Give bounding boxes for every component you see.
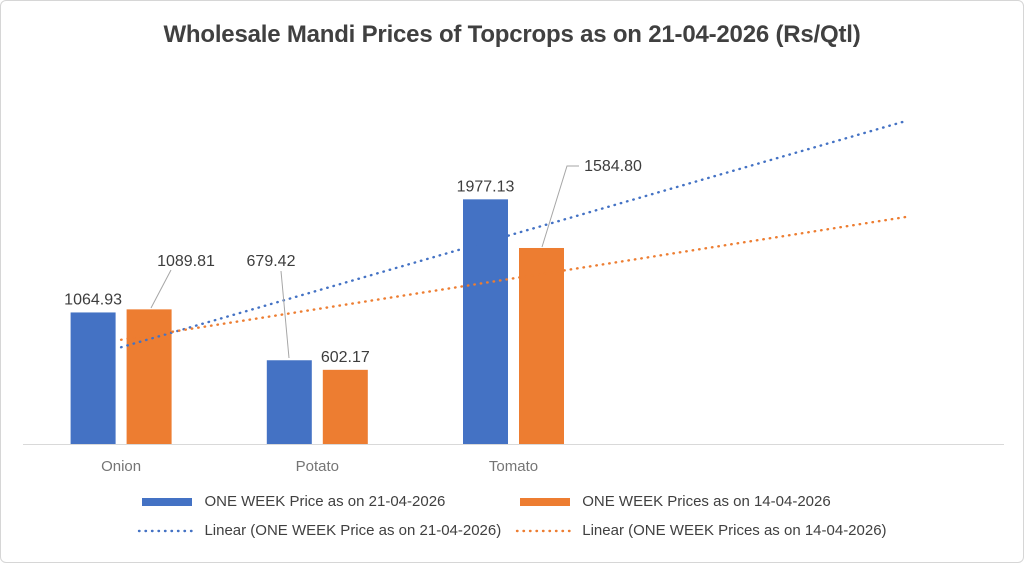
legend-item-series-2: ONE WEEK Prices as on 14-04-2026 <box>515 493 886 510</box>
legend-label-trendline-2: Linear (ONE WEEK Prices as on 14-04-2026… <box>582 522 887 539</box>
bar-potato-series2 <box>322 369 368 445</box>
legend-swatch-box <box>515 497 575 506</box>
legend-bar-swatch-blue-icon <box>142 497 193 506</box>
trendline-series2 <box>119 215 908 341</box>
legend-bar-swatch-orange-icon <box>520 497 571 506</box>
legend-label-trendline-1: Linear (ONE WEEK Price as on 21-04-2026) <box>204 522 502 539</box>
bar-onion-series1 <box>70 312 116 445</box>
legend-item-trendline-1: Linear (ONE WEEK Price as on 21-04-2026) <box>137 522 501 539</box>
category-label-tomato: Tomato <box>489 458 538 475</box>
legend-swatch-box <box>515 528 575 534</box>
legend-dotted-line-swatch-orange-icon <box>516 529 575 532</box>
bar-potato-series1 <box>266 360 312 445</box>
data-label-onion-series2: 1089.81 <box>157 253 215 270</box>
legend-item-trendline-2: Linear (ONE WEEK Prices as on 14-04-2026… <box>515 522 887 539</box>
trendline-series1 <box>119 119 908 349</box>
data-label-tomato-series1: 1977.13 <box>457 178 515 195</box>
bar-onion-series2 <box>126 309 172 445</box>
data-label-potato-series1: 679.42 <box>247 253 296 270</box>
legend-label-series-1: ONE WEEK Price as on 21-04-2026 <box>204 493 446 510</box>
chart-legend: ONE WEEK Price as on 21-04-2026 ONE WEEK… <box>1 493 1023 539</box>
legend-label-series-2: ONE WEEK Prices as on 14-04-2026 <box>582 493 831 510</box>
category-label-onion: Onion <box>101 458 141 475</box>
data-label-onion-series1: 1064.93 <box>64 291 122 308</box>
bar-tomato-series1 <box>463 199 508 445</box>
bar-tomato-series2 <box>519 247 564 445</box>
legend-swatch-box <box>137 497 197 506</box>
chart-title: Wholesale Mandi Prices of Topcrops as on… <box>163 21 861 48</box>
legend-swatch-box <box>137 528 197 534</box>
legend-dotted-line-swatch-blue-icon <box>138 529 197 532</box>
data-label-potato-series2: 602.17 <box>321 349 370 366</box>
legend-grid: ONE WEEK Price as on 21-04-2026 ONE WEEK… <box>137 493 887 539</box>
legend-item-series-1: ONE WEEK Price as on 21-04-2026 <box>137 493 501 510</box>
data-label-leader-line <box>150 269 172 309</box>
data-label-leader-line <box>541 165 579 248</box>
data-label-leader-line <box>280 270 290 359</box>
category-label-potato: Potato <box>296 458 339 475</box>
data-label-tomato-series2: 1584.80 <box>584 158 642 175</box>
